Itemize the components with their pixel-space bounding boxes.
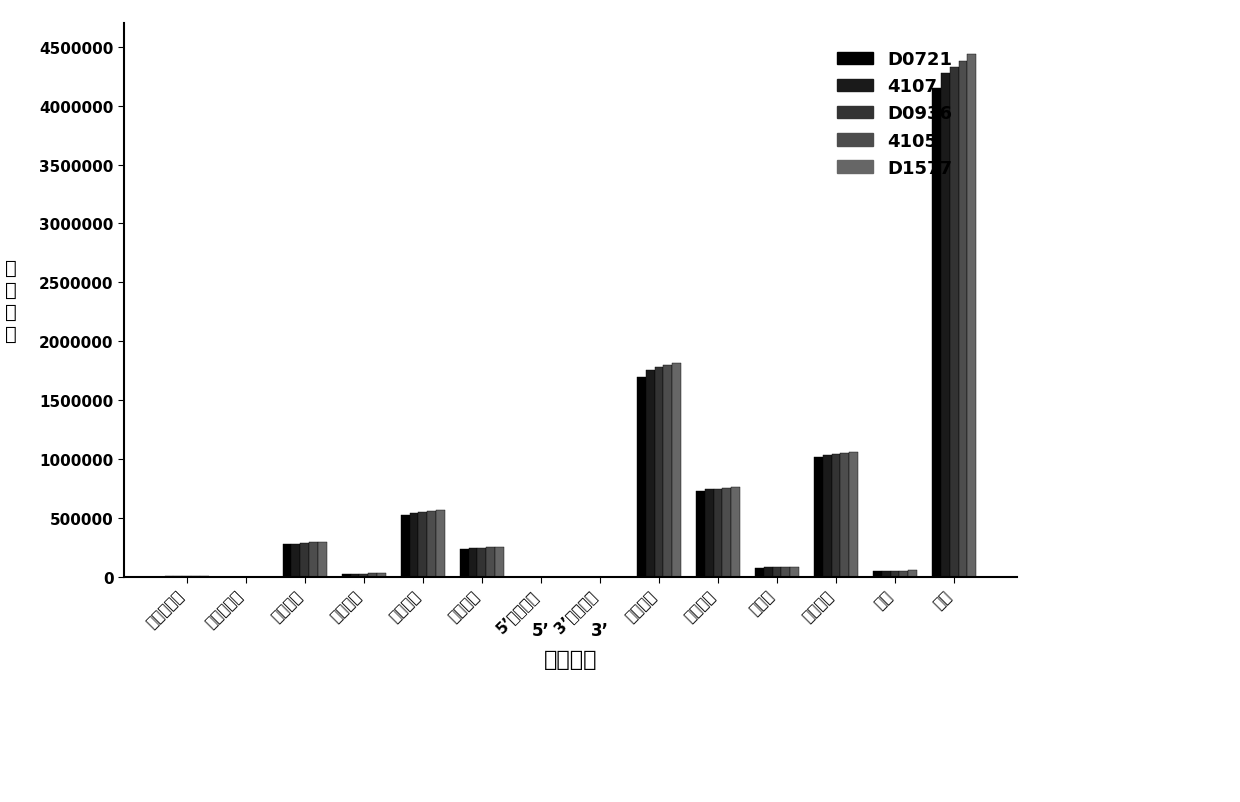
Bar: [377, 573, 386, 577]
Bar: [663, 366, 672, 577]
Bar: [841, 453, 849, 577]
Legend: D0721, 4107, D0936, 4105, D1577: D0721, 4107, D0936, 4105, D1577: [830, 44, 960, 184]
Y-axis label: 变
异
数
量: 变 异 数 量: [5, 258, 17, 343]
Bar: [882, 571, 890, 577]
Bar: [959, 62, 967, 577]
Bar: [401, 515, 409, 577]
Bar: [873, 572, 882, 577]
Bar: [932, 89, 941, 577]
Bar: [360, 573, 368, 577]
Bar: [672, 363, 681, 577]
Bar: [696, 492, 704, 577]
Bar: [291, 544, 300, 577]
Bar: [283, 545, 291, 577]
Bar: [409, 513, 418, 577]
Bar: [890, 571, 899, 577]
Bar: [909, 571, 918, 577]
Text: 3’: 3’: [591, 622, 609, 640]
Bar: [790, 567, 799, 577]
Bar: [637, 377, 646, 577]
Bar: [950, 67, 959, 577]
Bar: [342, 574, 351, 577]
Bar: [368, 573, 377, 577]
Bar: [755, 568, 764, 577]
Text: 5’: 5’: [532, 622, 549, 640]
X-axis label: 变异类型: 变异类型: [543, 650, 598, 670]
Bar: [849, 452, 858, 577]
Bar: [436, 510, 445, 577]
Bar: [732, 488, 740, 577]
Bar: [646, 371, 655, 577]
Bar: [704, 490, 713, 577]
Bar: [460, 549, 469, 577]
Bar: [773, 568, 781, 577]
Bar: [486, 548, 495, 577]
Bar: [477, 549, 486, 577]
Bar: [941, 74, 950, 577]
Bar: [300, 543, 309, 577]
Bar: [823, 455, 832, 577]
Bar: [781, 568, 790, 577]
Bar: [899, 571, 909, 577]
Bar: [351, 574, 360, 577]
Bar: [967, 55, 976, 577]
Bar: [317, 542, 327, 577]
Bar: [813, 457, 823, 577]
Bar: [309, 543, 317, 577]
Bar: [764, 568, 773, 577]
Bar: [495, 548, 503, 577]
Bar: [469, 549, 477, 577]
Bar: [713, 489, 723, 577]
Bar: [428, 511, 436, 577]
Bar: [655, 368, 663, 577]
Bar: [418, 512, 428, 577]
Bar: [723, 488, 732, 577]
Bar: [832, 454, 841, 577]
